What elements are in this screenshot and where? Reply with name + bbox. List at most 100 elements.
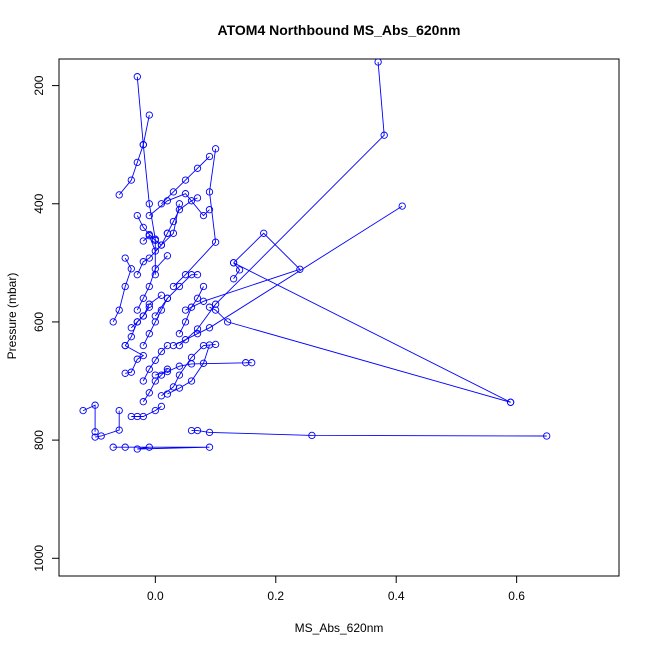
data-point [133, 211, 141, 220]
data-point [139, 258, 147, 266]
series-line [131, 406, 162, 417]
series-line [142, 345, 168, 382]
data-point [145, 254, 153, 262]
data-point [115, 426, 123, 434]
data-point [151, 265, 159, 273]
series-line [142, 298, 168, 346]
data-point [163, 367, 172, 376]
series-line [173, 205, 403, 347]
data-point [151, 271, 159, 279]
data-point [151, 247, 159, 255]
y-tick-label: 800 [32, 430, 46, 450]
data-point [260, 229, 268, 237]
series-line [179, 286, 204, 334]
data-point [145, 230, 153, 239]
data-point [145, 282, 153, 291]
series-line [136, 233, 168, 275]
x-axis-label: MS_Abs_620nm [295, 621, 384, 635]
data-point [157, 306, 166, 314]
data-point [181, 190, 190, 198]
data-point [139, 341, 147, 350]
data-point [229, 259, 238, 267]
data-point [543, 432, 551, 440]
data-point [193, 164, 202, 172]
series-line [136, 76, 156, 275]
data-point [133, 306, 141, 314]
data-point [145, 443, 153, 451]
data-point [181, 176, 190, 184]
data-point [193, 194, 202, 202]
data-point [163, 197, 172, 205]
data-point [151, 406, 159, 415]
series-line [233, 262, 511, 403]
y-axis-label: Pressure (mbar) [5, 273, 19, 360]
series-layer [82, 61, 547, 450]
series-line [154, 274, 198, 317]
data-point [163, 294, 172, 302]
data-point [211, 238, 220, 246]
data-point [175, 282, 184, 291]
data-point [163, 341, 172, 350]
data-point [121, 443, 129, 451]
series-line [167, 344, 210, 395]
data-point [151, 356, 159, 364]
data-point [187, 303, 196, 311]
data-point [193, 271, 202, 279]
data-point [157, 241, 166, 249]
series-line [191, 430, 547, 437]
data-point [163, 229, 172, 237]
data-point [506, 398, 515, 406]
data-point [145, 303, 153, 311]
data-point [193, 426, 202, 435]
data-point [205, 428, 214, 437]
data-point [181, 318, 190, 326]
data-point [133, 318, 141, 326]
data-point [169, 383, 178, 391]
plot-frame [58, 58, 620, 577]
data-point [151, 377, 159, 385]
data-point [199, 297, 208, 305]
data-point [187, 353, 196, 362]
y-tick-label: 200 [32, 75, 46, 95]
data-point [151, 235, 159, 243]
data-point [139, 351, 147, 360]
series-line [161, 343, 216, 397]
data-point [157, 402, 166, 411]
data-point [175, 206, 184, 214]
data-point [205, 303, 214, 311]
data-point [211, 306, 220, 314]
data-point [115, 406, 123, 415]
data-point [145, 200, 153, 208]
data-point [157, 371, 166, 379]
data-point [175, 341, 184, 350]
data-point [145, 111, 153, 119]
data-point [139, 377, 147, 385]
chart-title: ATOM4 Northbound MS_Abs_620nm [218, 22, 461, 38]
data-point [133, 445, 141, 453]
data-point [127, 324, 135, 332]
data-point [187, 197, 196, 205]
series-line [124, 345, 145, 374]
data-point [163, 252, 172, 260]
data-point [157, 392, 166, 400]
series-line [113, 446, 210, 450]
data-point [223, 318, 232, 326]
data-point [127, 176, 135, 184]
data-point [199, 359, 208, 367]
data-point [91, 401, 99, 409]
data-point [139, 237, 147, 245]
y-tick-label: 600 [32, 312, 46, 332]
y-tick-label: 400 [32, 193, 46, 213]
data-point [121, 254, 129, 262]
x-tick-label: 0.0 [147, 589, 164, 603]
data-point [193, 330, 202, 338]
data-point [169, 217, 178, 226]
data-point [199, 341, 208, 350]
data-point [121, 282, 129, 291]
data-point [175, 200, 184, 208]
data-point [139, 312, 147, 320]
data-point [211, 145, 220, 153]
series-line [185, 232, 301, 311]
data-point [205, 152, 214, 161]
